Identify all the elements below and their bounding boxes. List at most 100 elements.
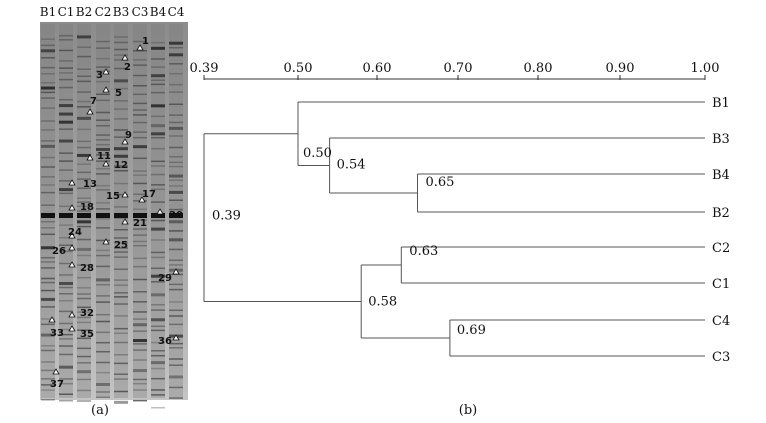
gel-band [59, 98, 73, 101]
gel-band [151, 377, 165, 380]
gel-band-strong [114, 213, 128, 218]
gel-band [41, 256, 55, 259]
gel-band [169, 72, 183, 75]
gel-band [59, 244, 73, 246]
node-label-0-39: 0.39 [212, 209, 241, 224]
gel-band [133, 114, 147, 116]
leaf-label-b3: B3 [712, 132, 730, 147]
gel-band [169, 264, 183, 266]
band-number-5: 5 [115, 88, 122, 99]
gel-band [77, 355, 91, 358]
gel-band [41, 306, 55, 308]
gel-band [41, 120, 55, 122]
gel-band [59, 188, 73, 192]
gel-band [133, 50, 147, 52]
gel-band [77, 187, 91, 190]
gel-band [59, 286, 73, 289]
band-number-17: 17 [142, 189, 156, 200]
lane-label-b3: B3 [113, 5, 129, 19]
gel-band [114, 303, 128, 305]
gel-band [96, 119, 110, 121]
gel-band [114, 206, 128, 208]
gel-band [151, 389, 165, 391]
gel-band [114, 292, 128, 294]
gel-band [96, 184, 110, 187]
gel-band [77, 75, 91, 77]
gel-band [133, 257, 147, 260]
gel-band [41, 49, 55, 53]
axis-tick-label: 0.39 [190, 61, 219, 76]
gel-band [114, 315, 128, 317]
node-label-0-50: 0.50 [303, 146, 332, 161]
gel-band [41, 369, 55, 372]
gel-band [41, 129, 55, 131]
gel-band [77, 329, 91, 331]
gel-band [151, 394, 165, 396]
gel-band [96, 99, 110, 102]
gel-band [114, 67, 128, 70]
band-marker-triangle [68, 179, 76, 186]
gel-band [133, 240, 147, 243]
gel-band [96, 93, 110, 96]
gel-band [41, 378, 55, 380]
gel-lane-c2 [96, 24, 110, 398]
gel-band [151, 309, 165, 311]
gel-band [41, 277, 55, 280]
gel-band [59, 236, 73, 239]
gel-band [96, 396, 110, 399]
gel-band [77, 362, 91, 364]
gel-band [133, 349, 147, 351]
band-number-28: 28 [80, 263, 94, 274]
gel-band [169, 103, 183, 106]
gel-band [151, 239, 165, 241]
gel-band [77, 116, 91, 120]
node-label-0-54: 0.54 [337, 158, 366, 173]
gel-band [133, 136, 147, 139]
band-number-18: 18 [80, 202, 94, 213]
gel-band [96, 57, 110, 60]
gel-band [133, 343, 147, 345]
gel-band [96, 143, 110, 146]
gel-band [133, 208, 147, 211]
gel-band [96, 218, 110, 220]
gel-band [114, 169, 128, 172]
band-marker-triangle [121, 138, 129, 145]
gel-band [59, 180, 73, 182]
gel-band [96, 139, 110, 141]
band-number-13: 13 [83, 179, 97, 190]
node-label-0-69: 0.69 [457, 323, 486, 338]
gel-band [59, 333, 73, 336]
gel-band [169, 156, 183, 158]
gel-band [59, 34, 73, 37]
gel-band [96, 265, 110, 268]
gel-band [169, 208, 183, 211]
gel-band [77, 311, 91, 313]
gel-band [133, 339, 147, 343]
gel-band [133, 301, 147, 303]
gel-band [151, 83, 165, 86]
gel-band [133, 174, 147, 176]
gel-band [41, 297, 55, 301]
leaf-label-b2: B2 [712, 206, 730, 221]
gel-band [133, 102, 147, 105]
gel-band [133, 74, 147, 77]
band-marker-triangle [136, 44, 144, 51]
gel-band [151, 79, 165, 81]
leaf-label-c4: C4 [712, 314, 730, 329]
gel-band [41, 82, 55, 84]
gel-band [59, 399, 73, 402]
gel-band [59, 160, 73, 162]
gel-band [41, 398, 55, 401]
gel-lane-c1 [59, 24, 73, 398]
gel-band [151, 184, 165, 186]
gel-band [169, 121, 183, 124]
gel-band [133, 219, 147, 221]
band-number-35: 35 [80, 329, 94, 340]
gel-band [133, 234, 147, 236]
gel-band [77, 197, 91, 199]
gel-band [41, 184, 55, 186]
gel-band [114, 362, 128, 365]
gel-band [41, 246, 55, 250]
gel-band [41, 97, 55, 99]
